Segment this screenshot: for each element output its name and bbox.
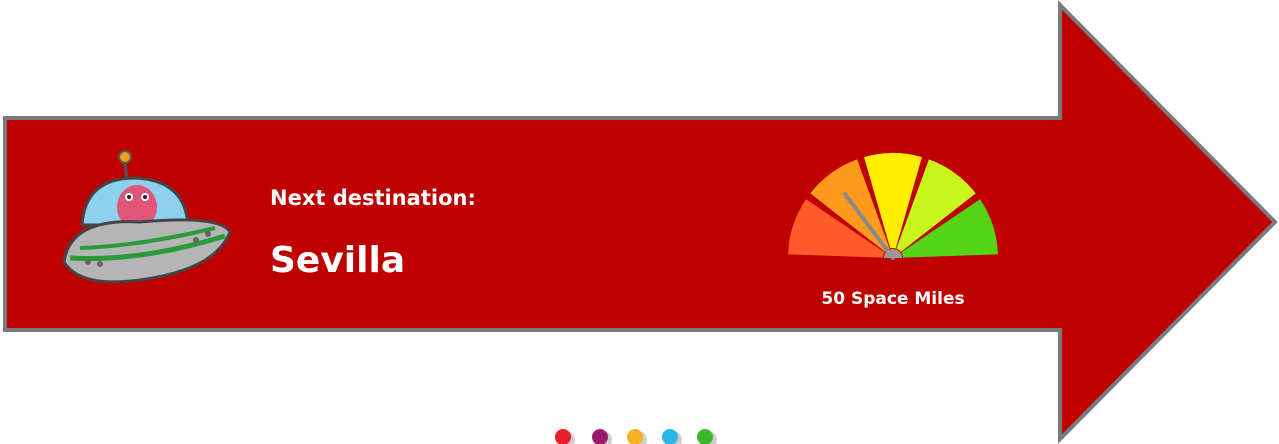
page-dot[interactable] [697,429,713,444]
pagination [555,429,717,444]
page-dot[interactable] [627,429,643,444]
page-dot[interactable] [555,429,571,444]
destination: Sevilla [270,240,405,281]
label: Next destination: [270,186,476,210]
page-dot[interactable] [662,429,678,444]
banner: Next destination: Sevilla 50 Space Miles [0,0,1279,444]
distance: 50 Space Miles [821,289,964,309]
page: Next destination: Sevilla 50 Space Miles… [0,0,1279,444]
page-dot[interactable] [592,429,608,444]
